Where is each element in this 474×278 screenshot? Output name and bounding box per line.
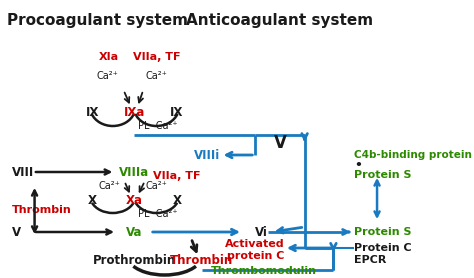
Text: Ca²⁺: Ca²⁺ <box>99 181 120 191</box>
Text: Vi: Vi <box>255 225 268 239</box>
Text: Va: Va <box>126 225 143 239</box>
Text: Ca²⁺: Ca²⁺ <box>146 181 167 191</box>
Text: PL  Ca²⁺: PL Ca²⁺ <box>138 121 178 131</box>
Text: Anticoagulant system: Anticoagulant system <box>186 13 374 28</box>
Text: VIIa, TF: VIIa, TF <box>153 171 201 181</box>
Text: Protein S: Protein S <box>354 227 411 237</box>
Text: X: X <box>88 193 97 207</box>
Text: C4b-binding protein: C4b-binding protein <box>354 150 472 160</box>
Text: XIa: XIa <box>99 52 118 62</box>
Text: Thrombin: Thrombin <box>170 254 233 267</box>
Text: Thrombin: Thrombin <box>11 205 71 215</box>
Text: Prothrombin: Prothrombin <box>92 254 176 267</box>
Text: IX: IX <box>170 105 184 118</box>
Text: IX: IX <box>85 105 99 118</box>
Text: Ca²⁺: Ca²⁺ <box>146 71 167 81</box>
Text: Protein S: Protein S <box>354 170 411 180</box>
Text: Procoagulant system: Procoagulant system <box>7 13 188 28</box>
Text: IXa: IXa <box>124 105 145 118</box>
Text: VIIIi: VIIIi <box>194 148 220 162</box>
Text: PL  Ca²⁺: PL Ca²⁺ <box>138 209 178 219</box>
Text: EPCR: EPCR <box>354 255 386 265</box>
Text: VIIIa: VIIIa <box>119 165 149 178</box>
Text: Protein C: Protein C <box>354 243 411 253</box>
Text: •: • <box>354 158 362 172</box>
Text: X: X <box>173 193 182 207</box>
Text: V: V <box>11 225 21 239</box>
Text: Activated
protein C: Activated protein C <box>226 239 285 261</box>
Text: VIIa, TF: VIIa, TF <box>133 52 180 62</box>
Text: Thrombomodulin: Thrombomodulin <box>210 266 317 276</box>
Text: VIII: VIII <box>11 165 34 178</box>
Text: Ca²⁺: Ca²⁺ <box>96 71 118 81</box>
Text: V: V <box>273 134 286 152</box>
Text: Xa: Xa <box>126 193 143 207</box>
